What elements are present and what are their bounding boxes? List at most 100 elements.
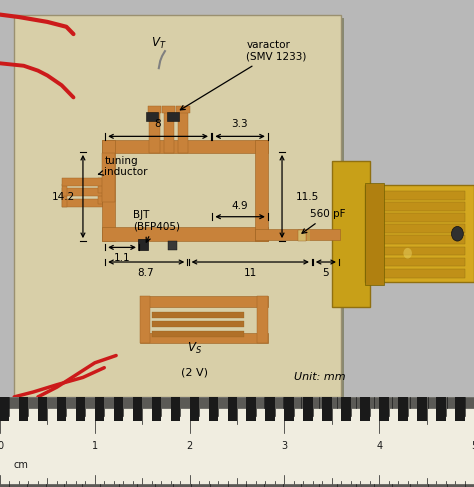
Bar bbox=[389, 397, 398, 421]
Bar bbox=[38, 397, 47, 421]
Text: 1.1: 1.1 bbox=[113, 253, 130, 263]
Bar bbox=[62, 194, 67, 207]
Bar bbox=[209, 397, 218, 421]
Bar bbox=[17, 18, 344, 400]
Text: 1: 1 bbox=[92, 441, 98, 451]
Text: $V_T$: $V_T$ bbox=[151, 36, 166, 51]
Bar bbox=[360, 397, 370, 421]
Bar bbox=[275, 397, 284, 421]
Bar bbox=[298, 230, 306, 241]
Text: 4.9: 4.9 bbox=[231, 201, 248, 211]
Bar bbox=[0, 0, 474, 397]
Bar bbox=[148, 106, 161, 113]
Bar bbox=[76, 397, 85, 421]
Bar bbox=[455, 397, 465, 421]
Bar bbox=[14, 15, 341, 397]
Bar bbox=[294, 397, 303, 421]
Bar bbox=[85, 397, 95, 421]
Bar bbox=[140, 333, 268, 343]
Bar bbox=[374, 225, 465, 233]
Bar bbox=[164, 110, 174, 153]
Bar bbox=[133, 397, 142, 421]
Ellipse shape bbox=[403, 248, 412, 259]
Bar bbox=[102, 153, 115, 202]
Bar bbox=[307, 230, 310, 241]
Bar bbox=[167, 112, 179, 121]
Bar bbox=[365, 185, 474, 282]
Bar bbox=[28, 397, 38, 421]
Text: 3.3: 3.3 bbox=[231, 119, 248, 129]
Bar bbox=[62, 184, 67, 196]
Bar bbox=[162, 106, 175, 113]
Bar bbox=[374, 269, 465, 278]
Bar bbox=[146, 112, 158, 121]
Bar bbox=[168, 241, 177, 250]
Bar bbox=[351, 397, 360, 421]
Bar bbox=[446, 397, 455, 421]
Bar bbox=[256, 397, 265, 421]
Bar bbox=[332, 161, 370, 307]
Bar bbox=[398, 397, 408, 421]
Bar bbox=[142, 397, 152, 421]
Bar bbox=[47, 397, 57, 421]
Bar bbox=[199, 397, 209, 421]
Text: 2: 2 bbox=[186, 441, 193, 451]
Bar bbox=[62, 178, 103, 186]
Bar bbox=[218, 397, 228, 421]
Bar bbox=[98, 188, 103, 204]
Bar bbox=[374, 235, 465, 244]
Bar bbox=[374, 191, 465, 200]
Text: 11.5: 11.5 bbox=[296, 192, 319, 202]
Bar bbox=[149, 110, 160, 153]
Text: 0: 0 bbox=[0, 441, 3, 451]
Bar bbox=[19, 397, 28, 421]
Bar bbox=[436, 397, 446, 421]
Bar bbox=[152, 331, 244, 337]
Bar bbox=[114, 397, 123, 421]
Bar bbox=[9, 397, 19, 421]
Text: 5: 5 bbox=[471, 441, 474, 451]
Bar bbox=[0, 397, 474, 487]
Bar bbox=[98, 178, 103, 193]
Bar bbox=[427, 397, 436, 421]
Bar bbox=[237, 397, 246, 421]
Text: Unit: mm: Unit: mm bbox=[294, 373, 346, 382]
Bar bbox=[152, 321, 244, 327]
Bar bbox=[57, 397, 66, 421]
Bar bbox=[140, 296, 150, 343]
Bar bbox=[66, 397, 76, 421]
Bar bbox=[0, 397, 9, 421]
Bar bbox=[190, 397, 199, 421]
Text: varactor
(SMV 1233): varactor (SMV 1233) bbox=[181, 40, 307, 110]
Bar bbox=[102, 227, 268, 241]
Bar bbox=[152, 312, 244, 318]
Text: BJT
(BFP405): BJT (BFP405) bbox=[133, 210, 180, 242]
Bar bbox=[374, 213, 465, 222]
Text: 8: 8 bbox=[155, 119, 161, 129]
Bar bbox=[161, 397, 171, 421]
Bar bbox=[176, 106, 190, 113]
Bar bbox=[255, 140, 268, 241]
Bar bbox=[171, 397, 180, 421]
Bar bbox=[104, 397, 114, 421]
Bar bbox=[379, 397, 389, 421]
Text: 4: 4 bbox=[376, 441, 382, 451]
Bar bbox=[313, 397, 322, 421]
Bar bbox=[374, 246, 465, 255]
Bar bbox=[62, 199, 103, 207]
Bar bbox=[257, 296, 268, 343]
Bar bbox=[228, 397, 237, 421]
Bar bbox=[62, 188, 103, 196]
Bar bbox=[255, 229, 340, 240]
Bar bbox=[332, 397, 341, 421]
Text: 8.7: 8.7 bbox=[137, 268, 155, 278]
Bar bbox=[341, 397, 351, 421]
Bar bbox=[417, 397, 427, 421]
Bar bbox=[152, 397, 161, 421]
Text: tuning
inductor: tuning inductor bbox=[99, 156, 148, 177]
Bar bbox=[365, 183, 384, 285]
Bar bbox=[246, 397, 256, 421]
Text: (2 V): (2 V) bbox=[181, 368, 208, 378]
Text: cm: cm bbox=[13, 460, 28, 470]
Bar bbox=[374, 202, 465, 211]
